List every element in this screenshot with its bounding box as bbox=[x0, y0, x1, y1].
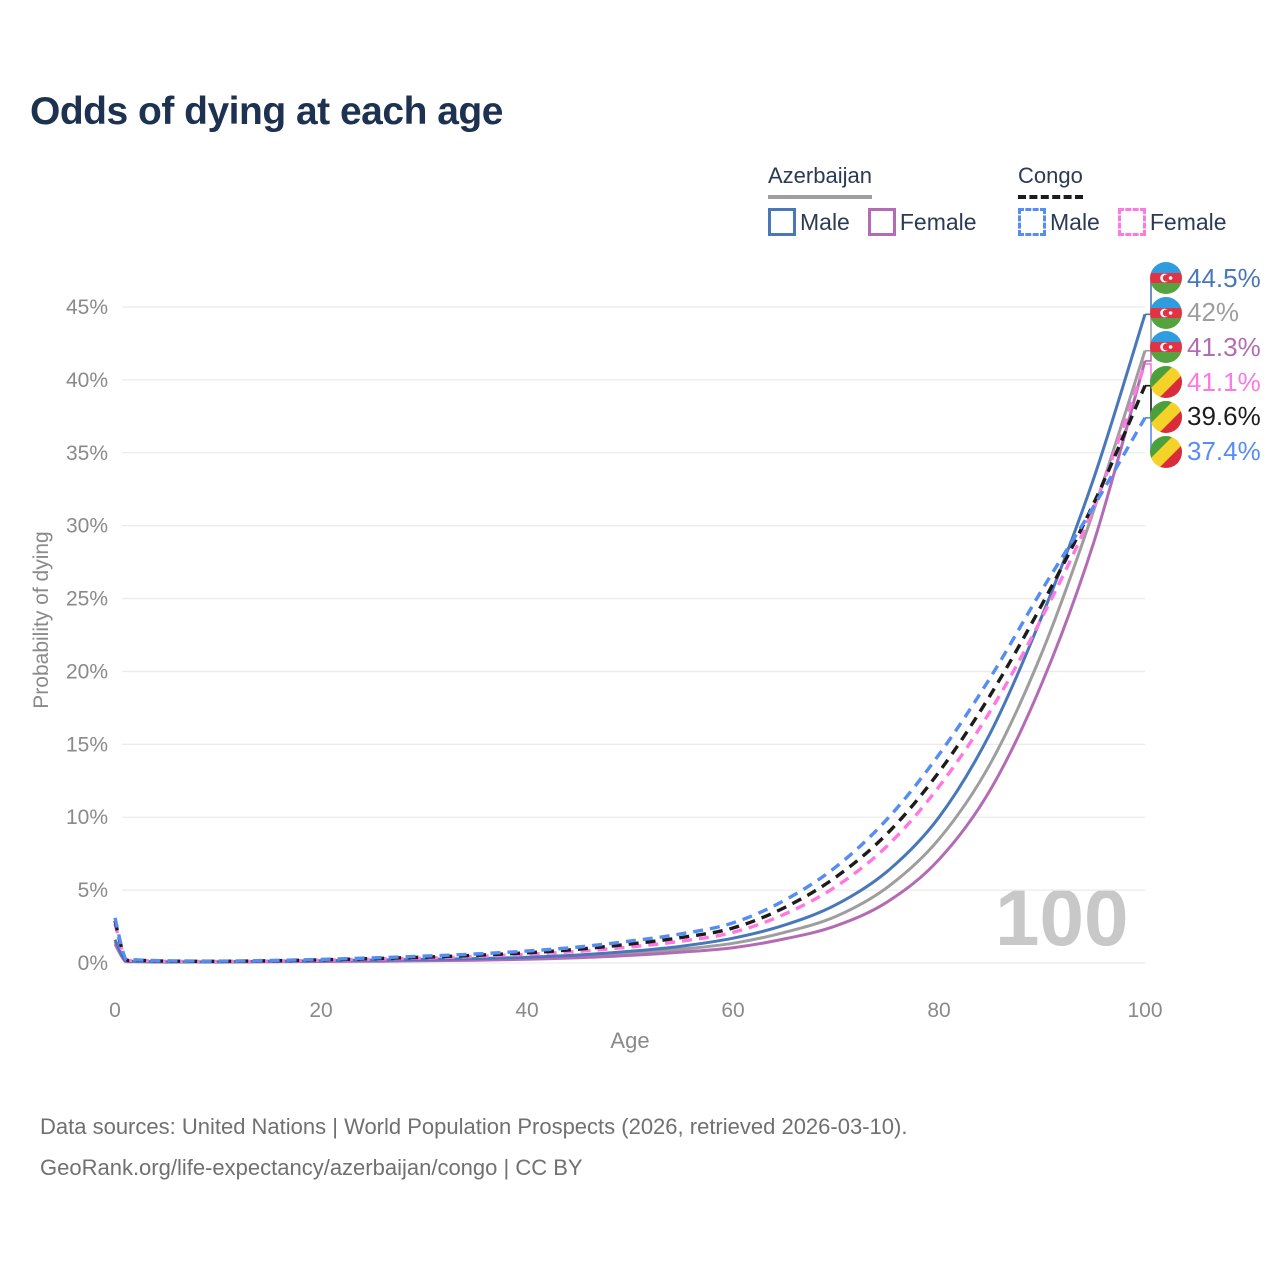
y-tick-label: 30% bbox=[66, 515, 108, 538]
y-tick-label: 45% bbox=[66, 296, 108, 319]
end-label-congo-female[interactable]: 41.1% bbox=[1150, 366, 1261, 399]
end-label-azerbaijan-both[interactable]: 42% bbox=[1150, 296, 1240, 329]
y-tick-label: 15% bbox=[66, 733, 108, 756]
y-tick-label: 5% bbox=[78, 879, 108, 902]
congo-flag-icon bbox=[1150, 400, 1182, 433]
x-tick-label: 0 bbox=[109, 999, 121, 1022]
y-axis-title: Probability of dying bbox=[30, 531, 53, 709]
legend-label-congo-male[interactable]: Male bbox=[1050, 208, 1100, 235]
end-label-value: 42% bbox=[1187, 297, 1240, 328]
y-tick-label: 10% bbox=[66, 806, 108, 829]
congo-flag-icon bbox=[1150, 435, 1182, 468]
legend-label-azerbaijan-female[interactable]: Female bbox=[899, 208, 977, 235]
congo-flag-icon bbox=[1150, 366, 1182, 399]
checkbox-azerbaijan-female[interactable] bbox=[867, 208, 896, 236]
x-tick-label: 100 bbox=[1127, 999, 1162, 1022]
end-label-value: 39.6% bbox=[1187, 401, 1261, 432]
end-label-azerbaijan-female[interactable]: 41.3% bbox=[1150, 331, 1261, 364]
azerbaijan-flag-icon bbox=[1150, 296, 1182, 329]
legend-label-azerbaijan-male[interactable]: Male bbox=[800, 208, 850, 235]
x-tick-label: 40 bbox=[515, 999, 538, 1022]
page-title: Odds of dying at each age bbox=[30, 90, 503, 133]
checkbox-azerbaijan-male[interactable] bbox=[768, 208, 796, 236]
x-tick-label: 60 bbox=[721, 999, 744, 1022]
series-line-azerbaijan-both[interactable] bbox=[113, 350, 1147, 964]
azerbaijan-flag-icon bbox=[1150, 331, 1182, 364]
checkbox-congo-female[interactable] bbox=[1117, 208, 1146, 236]
footer-line-1: Data sources: United Nations | World Pop… bbox=[40, 1114, 908, 1139]
end-label-value: 41.1% bbox=[1187, 366, 1261, 397]
series-line-congo-female[interactable] bbox=[113, 363, 1147, 964]
data-sources-footer: Data sources: United Nations | World Pop… bbox=[40, 1106, 907, 1188]
end-label-value: 44.5% bbox=[1187, 262, 1261, 293]
series-line-azerbaijan-male[interactable] bbox=[113, 313, 1147, 964]
legend-title-azerbaijan[interactable]: Azerbaijan bbox=[768, 163, 872, 199]
x-tick-label: 80 bbox=[927, 999, 950, 1022]
legend-group-azerbaijan: Azerbaijan Male Female bbox=[768, 163, 995, 236]
series-line-congo-male[interactable] bbox=[113, 416, 1147, 963]
end-label-azerbaijan-male[interactable]: 44.5% bbox=[1150, 262, 1261, 294]
age-watermark: 100 bbox=[995, 873, 1129, 962]
y-tick-label: 40% bbox=[66, 369, 108, 392]
x-tick-label: 20 bbox=[309, 999, 332, 1022]
y-tick-label: 25% bbox=[66, 588, 108, 611]
end-label-value: 41.3% bbox=[1187, 331, 1261, 362]
end-label-congo-male[interactable]: 37.4% bbox=[1150, 435, 1261, 468]
legend-group-congo: Congo Male Female bbox=[1018, 163, 1245, 236]
legend-title-congo[interactable]: Congo bbox=[1018, 163, 1083, 199]
end-label-value: 37.4% bbox=[1187, 436, 1261, 466]
footer-line-2: GeoRank.org/life-expectancy/azerbaijan/c… bbox=[40, 1155, 583, 1180]
azerbaijan-flag-icon bbox=[1150, 262, 1182, 294]
legend-label-congo-female[interactable]: Female bbox=[1149, 208, 1227, 235]
checkbox-congo-male[interactable] bbox=[1018, 208, 1046, 236]
x-axis-title: Age bbox=[610, 1028, 650, 1053]
y-tick-label: 0% bbox=[78, 952, 108, 975]
end-label-congo-both[interactable]: 39.6% bbox=[1150, 400, 1261, 433]
y-tick-label: 20% bbox=[66, 660, 108, 683]
series-line-azerbaijan-female[interactable] bbox=[113, 360, 1147, 964]
series-line-congo-both[interactable] bbox=[113, 385, 1147, 964]
y-tick-label: 35% bbox=[66, 442, 108, 465]
